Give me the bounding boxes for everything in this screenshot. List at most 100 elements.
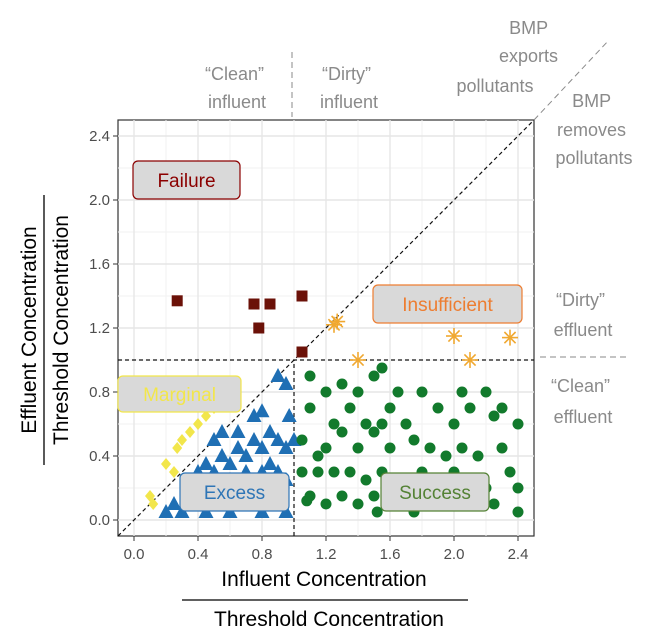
success-point	[496, 402, 508, 414]
excess-point	[222, 456, 238, 470]
success-point	[336, 378, 348, 390]
failure-point	[253, 322, 265, 334]
marginal-point	[201, 410, 211, 422]
x-tick-label: 0.8	[252, 546, 273, 563]
success-point	[424, 442, 436, 454]
excess-point	[230, 424, 246, 438]
excess-label-box	[179, 472, 290, 512]
success-point	[304, 402, 316, 414]
x-tick-label: 1.6	[380, 546, 401, 563]
success-point	[336, 426, 348, 438]
success-point	[376, 418, 388, 430]
success-point	[368, 426, 380, 438]
failure-region-label: Failure	[132, 160, 241, 200]
y-tick-label: 0.0	[89, 512, 110, 529]
marginal-point	[193, 418, 203, 430]
dirty-influent-label: “Dirty” influent	[320, 64, 378, 112]
excess-point	[254, 403, 270, 418]
excess-label-text: Excess	[204, 483, 265, 504]
excess-point	[262, 424, 278, 438]
success-point	[416, 386, 428, 398]
one-to-one-line	[117, 119, 535, 537]
success-point	[352, 442, 364, 454]
marginal-point	[161, 458, 171, 470]
failure-point	[264, 298, 276, 310]
excess-point	[270, 432, 286, 446]
excess-point	[278, 376, 294, 390]
success-region-label: Success	[380, 472, 490, 512]
excess-region-label: Excess	[179, 472, 290, 512]
success-point	[296, 434, 308, 446]
y-tick-label: 2.4	[89, 128, 110, 145]
success-point	[456, 442, 468, 454]
axis-ticks: 0.0 0.4 0.8 1.2 1.6 2.0 2.4 0.0 0.4 0.8 1.2 1.6 2.0 2…	[89, 128, 528, 563]
excess-point	[174, 504, 190, 518]
x-tick-label: 1.2	[316, 546, 337, 563]
success-point	[368, 490, 380, 502]
success-point	[344, 466, 356, 478]
success-point	[336, 490, 348, 502]
failure-point	[171, 295, 183, 307]
marginal-label-text: Marginal	[143, 385, 216, 406]
dirty-effluent-label: “Dirty” effluent	[554, 290, 613, 340]
success-point	[352, 498, 364, 510]
success-point	[328, 418, 340, 430]
failure-point	[296, 290, 308, 302]
marginal-point	[185, 426, 195, 438]
excess-point	[254, 440, 270, 454]
success-point	[328, 466, 340, 478]
success-point	[432, 402, 444, 414]
y-tick-label: 2.0	[89, 192, 110, 209]
success-point	[376, 362, 388, 374]
region-labels: Failure Insufficient Marginal Excess Success	[117, 160, 523, 512]
failure-point	[248, 298, 260, 310]
success-point	[301, 495, 313, 507]
success-point	[400, 418, 412, 430]
bmp-removes-label: BMP removes pollutants	[555, 91, 632, 168]
success-point	[512, 482, 524, 494]
success-point	[472, 450, 484, 462]
success-point	[512, 418, 524, 430]
success-point	[392, 386, 404, 398]
clean-influent-label: “Clean” influent	[205, 64, 269, 112]
success-point	[371, 506, 383, 518]
insufficient-point	[329, 313, 346, 330]
insufficient-point	[502, 329, 518, 346]
success-point	[360, 418, 372, 430]
success-point	[440, 450, 452, 462]
failure-label-text: Failure	[157, 171, 215, 192]
excess-point	[278, 440, 294, 454]
success-label-text: Success	[399, 483, 471, 504]
bmp-exports-label: BMP exports pollutants	[456, 18, 563, 96]
excess-point	[246, 432, 262, 446]
x-tick-label: 2.4	[508, 546, 529, 563]
success-point	[320, 386, 332, 398]
success-point	[480, 386, 492, 398]
y-tick-label: 0.4	[89, 448, 110, 465]
success-point	[456, 386, 468, 398]
success-point	[384, 402, 396, 414]
excess-point	[281, 408, 297, 422]
success-point	[344, 402, 356, 414]
success-label-box	[380, 472, 490, 512]
excess-point	[166, 496, 182, 510]
success-point	[360, 474, 372, 486]
marginal-region-label: Marginal	[117, 375, 242, 413]
x-tick-label: 0.4	[188, 546, 209, 563]
success-point	[488, 498, 500, 510]
excess-point	[238, 448, 254, 462]
x-axis-label-numerator: Influent Concentration	[221, 568, 426, 591]
success-point	[320, 442, 332, 454]
excess-point	[246, 408, 262, 422]
y-tick-label: 0.8	[89, 384, 110, 401]
insufficient-point	[462, 352, 478, 368]
insufficient-point	[350, 352, 366, 368]
success-point	[320, 498, 332, 510]
success-point	[312, 466, 324, 478]
excess-point	[262, 456, 278, 470]
y-tick-label: 1.6	[89, 256, 110, 273]
y-tick-label: 1.2	[89, 320, 110, 337]
excess-point	[230, 440, 246, 454]
x-axis-label-denominator: Threshold Concentration	[214, 608, 444, 631]
marginal-point	[172, 442, 183, 454]
